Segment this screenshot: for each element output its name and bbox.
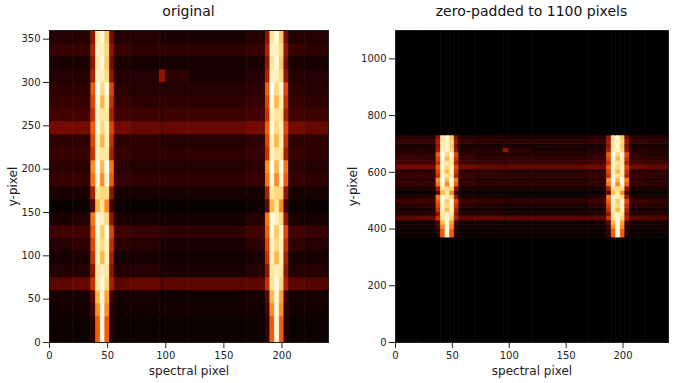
svg-text:50: 50: [101, 350, 114, 361]
svg-text:0: 0: [34, 337, 40, 348]
svg-text:200: 200: [272, 350, 291, 361]
svg-text:400: 400: [367, 223, 386, 234]
svg-text:300: 300: [21, 77, 40, 88]
svg-text:800: 800: [367, 110, 386, 121]
svg-text:0: 0: [46, 350, 52, 361]
svg-text:200: 200: [613, 350, 632, 361]
svg-text:50: 50: [446, 350, 459, 361]
svg-text:0: 0: [380, 337, 386, 348]
svg-text:150: 150: [214, 350, 233, 361]
svg-text:100: 100: [500, 350, 519, 361]
svg-text:1000: 1000: [361, 53, 386, 64]
svg-text:50: 50: [28, 293, 41, 304]
svg-text:350: 350: [21, 33, 40, 44]
svg-text:y-pixel: y-pixel: [346, 167, 360, 207]
svg-text:600: 600: [367, 167, 386, 178]
svg-text:0: 0: [392, 350, 398, 361]
svg-text:100: 100: [21, 250, 40, 261]
svg-text:spectral pixel: spectral pixel: [492, 364, 572, 378]
svg-text:200: 200: [367, 280, 386, 291]
html-text:original: original: [162, 3, 215, 19]
svg-text:y-pixel: y-pixel: [6, 167, 20, 207]
svg-text:200: 200: [21, 163, 40, 174]
svg-text:150: 150: [557, 350, 576, 361]
svg-text:spectral pixel: spectral pixel: [149, 364, 229, 378]
html-text:zero-padded to 1100 pixels: zero-padded to 1100 pixels: [435, 3, 628, 19]
svg-text:100: 100: [156, 350, 175, 361]
svg-text:150: 150: [21, 207, 40, 218]
svg-text:250: 250: [21, 120, 40, 131]
